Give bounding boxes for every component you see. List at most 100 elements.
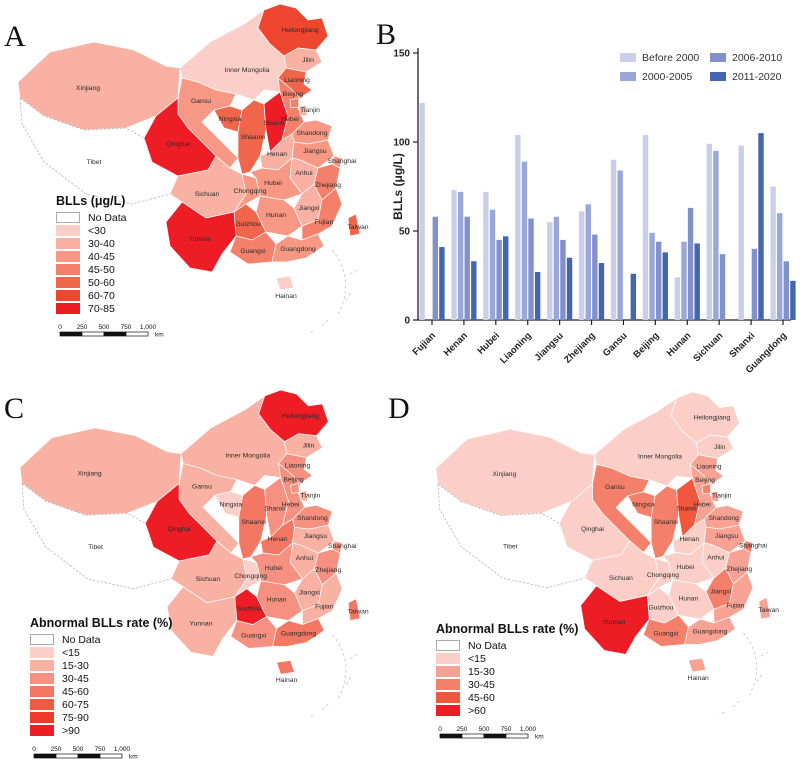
legend-swatch-no-data (56, 212, 80, 223)
province-label-shanxi: Shanxi (676, 505, 697, 512)
scalebar-tick-label: 750 (501, 726, 512, 733)
scalebar-segment (461, 733, 485, 739)
bar-zhejiang-before-2000 (578, 211, 585, 320)
province-label-shanghai: Shanghai (739, 543, 768, 550)
scalebar-segment (103, 331, 127, 337)
province-label-hebei: Hebei (693, 502, 711, 509)
panel-d-abnormal-rate-map: D Xinjiang Tibet Inner Mongolia Heilongjian… (388, 380, 800, 759)
province-hainan (276, 659, 295, 675)
province-label-hubei: Hubei (264, 180, 282, 187)
province-label-yunnan: Yunnan (188, 236, 211, 243)
bar-beijing-before-2000 (642, 134, 649, 320)
legend-row-no-data: No Data (436, 639, 578, 652)
scalebar-tick-label: 500 (99, 324, 110, 331)
bar-beijing-2006-2010 (655, 241, 662, 320)
legend-row-45-60: 45-60 (436, 691, 578, 704)
scalebar-segment (505, 733, 529, 739)
y-tick-label: 0 (404, 316, 410, 327)
legend-row-15-30: 15-30 (436, 666, 578, 678)
province-label-shaanxi: Shaanxi (241, 134, 266, 141)
legend-label-no-data: No Data (468, 639, 507, 652)
province-label-liaoning: Liaoning (284, 77, 310, 84)
legend-rows-blls: No Data <30 30-40 40-45 45-50 50-60 60-70 70-85 (56, 212, 174, 315)
province-label-fujian: Fujian (726, 602, 744, 609)
province-label-beijing: Beijing (283, 476, 304, 483)
legend-label-45-60: 45-60 (468, 691, 495, 704)
x-category-label: Fujian (411, 330, 439, 358)
province-label-henan: Henan (267, 151, 287, 158)
province-label-qinghai: Qinghai (167, 526, 191, 533)
province-label-hebei: Hebei (282, 501, 300, 508)
legend-row->60: >60 (436, 705, 578, 717)
bar-fujian-2011-2020 (439, 247, 445, 320)
bar-gansu-2000-2005 (617, 170, 623, 320)
scalebar-tick-label: 250 (77, 324, 88, 331)
bar-henan-2006-2010 (464, 216, 470, 320)
x-category-label: Jiangsu (533, 330, 566, 363)
province-label-tianjin: Tianjin (712, 493, 732, 500)
china-map-abnormal-rate-1: Xinjiang Tibet Inner Mongolia Heilongjiang J… (19, 390, 369, 718)
bar-hunan-2011-2020 (694, 243, 700, 320)
province-tianjin (299, 489, 308, 502)
y-tick-label: 50 (399, 227, 411, 238)
scalebar-tick-label: 0 (438, 726, 442, 733)
legend-label-15-30: 15-30 (62, 659, 89, 672)
x-category-label: Gansu (601, 330, 630, 359)
bar-liaoning-2006-2010 (528, 218, 534, 320)
scalebar-tick-label: 750 (121, 324, 132, 331)
bar-hunan-2000-2005 (681, 241, 687, 320)
legend-rows-abnormal-rate-2: No Data <15 15-30 30-45 45-60 >60 (436, 639, 578, 717)
province-label-guangdong: Guangdong (280, 246, 316, 253)
legend-swatch-no-data (30, 634, 54, 645)
scalebar-tick-label: 1,000 (140, 324, 157, 331)
bar-fujian-before-2000 (419, 102, 425, 320)
legend-label-30-45: 30-45 (468, 678, 495, 691)
province-ningxia (627, 491, 656, 518)
bar-shanxi-2006-2010 (751, 248, 758, 320)
province-taiwan (347, 213, 361, 237)
legend-row->90: >90 (30, 725, 172, 737)
legend-swatch-75-90 (30, 712, 54, 723)
chart-legend-swatch-2006-2010 (710, 53, 726, 62)
province-tianjin (298, 104, 308, 117)
province-label-beijing: Beijing (283, 91, 304, 98)
province-label-hainan: Hainan (275, 293, 297, 300)
sea-boundary-dashes (306, 249, 358, 334)
legend-title-blls: BLLs (μg/L) (56, 194, 126, 208)
province-label-qinghai: Qinghai (166, 141, 190, 148)
province-label-yunnan: Yunnan (190, 621, 213, 628)
legend-row-45-50: 45-50 (56, 264, 174, 276)
chart-legend-label-2011-2020: 2011-2020 (732, 71, 782, 83)
scalebar-segment (483, 733, 507, 739)
scalebar-segment (33, 753, 57, 759)
province-label-guizhou: Guizhou (649, 604, 674, 611)
legend-row-30-45: 30-45 (30, 673, 172, 685)
scalebar-segment (439, 733, 463, 739)
x-category-label: Zhejiang (562, 330, 598, 366)
legend-row-<15: <15 (436, 653, 578, 665)
province-guangdong (271, 233, 325, 263)
scalebar-segment (125, 331, 149, 337)
bar-guangdong-before-2000 (770, 186, 776, 320)
x-category-label: Beijing (631, 330, 661, 360)
province-label-shandong: Shandong (708, 515, 739, 522)
province-label-taiwan: Taiwan (758, 607, 779, 614)
province-sichuan (169, 155, 247, 219)
bar-shanxi-2011-2020 (758, 133, 764, 320)
legend-swatch-30-45 (436, 679, 460, 690)
province-sichuan (584, 540, 660, 602)
scalebar-tick-label: 0 (58, 324, 62, 331)
scalebar-segment (77, 753, 101, 759)
province-yunnan (165, 201, 237, 273)
chart-legend-label-2000-2005: 2000-2005 (642, 71, 692, 83)
province-label-tibet: Tibet (503, 544, 518, 551)
province-label-zhejiang: Zhejiang (315, 567, 341, 574)
x-category-label: Hubei (476, 330, 502, 356)
scalebar-tick-label: 1,000 (520, 726, 537, 733)
bar-sichuan-2006-2010 (719, 254, 726, 320)
province-yunnan (580, 585, 650, 655)
bar-hubei-2000-2005 (489, 209, 496, 320)
blls-bar-chart: 0 50 100 150 BLLs (μg/L) Fujian Henan HubeiLiao… (391, 48, 796, 376)
province-label-jiangsu: Jiangsu (303, 148, 327, 155)
